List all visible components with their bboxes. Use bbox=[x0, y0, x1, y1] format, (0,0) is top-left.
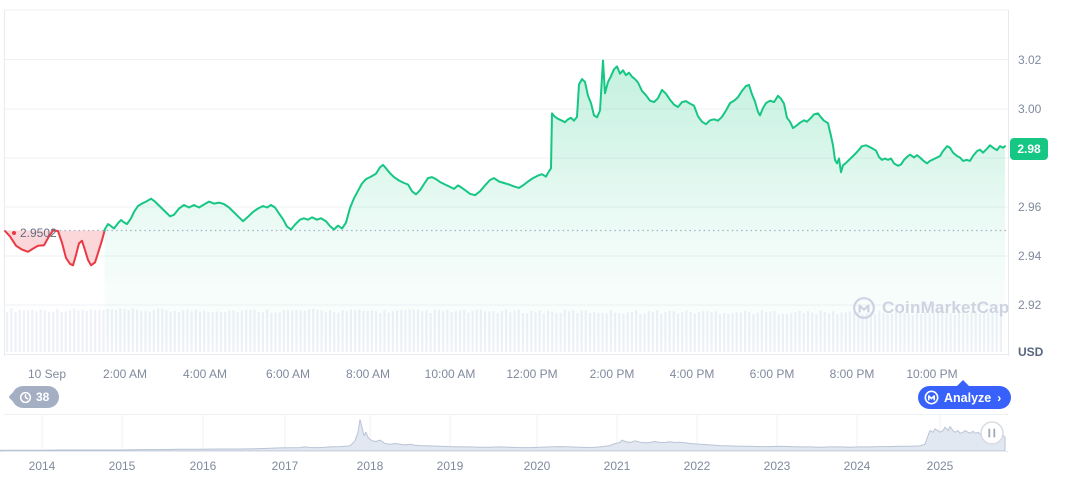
unit-label: USD bbox=[1018, 345, 1044, 359]
history-badge[interactable]: 38 bbox=[12, 386, 60, 408]
previous-close-dot-icon bbox=[12, 231, 16, 235]
year-axis-tick: 2016 bbox=[189, 459, 217, 473]
time-axis-tick: 8:00 PM bbox=[829, 367, 875, 381]
range-selector[interactable] bbox=[0, 414, 1010, 454]
analyze-button[interactable]: Analyze › bbox=[918, 380, 1012, 409]
year-axis-tick: 2022 bbox=[683, 459, 711, 473]
time-axis-tick: 2:00 PM bbox=[589, 367, 635, 381]
price-axis-tick: 2.96 bbox=[1018, 200, 1042, 214]
year-axis-tick: 2024 bbox=[843, 459, 871, 473]
coinmarketcap-watermark: CoinMarketCap bbox=[852, 296, 1009, 320]
price-axis-tick: 2.94 bbox=[1018, 249, 1042, 263]
price-axis-tick: 2.92 bbox=[1018, 298, 1042, 312]
time-axis-tick: 4:00 AM bbox=[182, 367, 228, 381]
year-axis-tick: 2023 bbox=[763, 459, 791, 473]
year-axis-tick: 2017 bbox=[271, 459, 299, 473]
tooltip-pointer-icon bbox=[956, 380, 970, 387]
chevron-right-icon: › bbox=[997, 390, 1002, 405]
time-axis-tick: 10:00 AM bbox=[424, 367, 476, 381]
range-handle[interactable] bbox=[980, 421, 1004, 445]
price-chart[interactable] bbox=[0, 0, 1010, 356]
time-axis-tick: 2:00 AM bbox=[102, 367, 148, 381]
history-badge-count: 38 bbox=[36, 390, 50, 404]
year-axis-tick: 2021 bbox=[603, 459, 631, 473]
price-axis-tick: 3.02 bbox=[1018, 53, 1042, 67]
time-axis-tick: 8:00 AM bbox=[345, 367, 391, 381]
previous-close-value: 2.9502 bbox=[20, 226, 57, 240]
year-axis-tick: 2019 bbox=[436, 459, 464, 473]
coinmarketcap-logo-icon bbox=[924, 390, 939, 405]
year-axis-tick: 2020 bbox=[523, 459, 551, 473]
time-axis-tick: 10:00 PM bbox=[906, 367, 958, 381]
price-axis-tick: 3.00 bbox=[1018, 102, 1042, 116]
time-axis-tick: 4:00 PM bbox=[669, 367, 715, 381]
coinmarketcap-logo-icon bbox=[852, 296, 876, 320]
time-axis-tick: 6:00 AM bbox=[265, 367, 311, 381]
watermark-text: CoinMarketCap bbox=[882, 298, 1010, 317]
time-axis-tick: 12:00 PM bbox=[506, 367, 558, 381]
year-axis-tick: 2025 bbox=[926, 459, 954, 473]
year-axis-tick: 2015 bbox=[108, 459, 136, 473]
time-axis-tick: 10 Sep bbox=[27, 367, 67, 381]
analyze-button-label: Analyze bbox=[944, 390, 992, 405]
current-price-badge: 2.98 bbox=[1010, 138, 1048, 160]
time-axis-tick: 6:00 PM bbox=[749, 367, 795, 381]
previous-close-label: 2.9502 bbox=[12, 226, 57, 240]
history-clock-icon bbox=[19, 391, 32, 404]
year-axis-tick: 2014 bbox=[28, 459, 56, 473]
year-axis-tick: 2018 bbox=[356, 459, 384, 473]
